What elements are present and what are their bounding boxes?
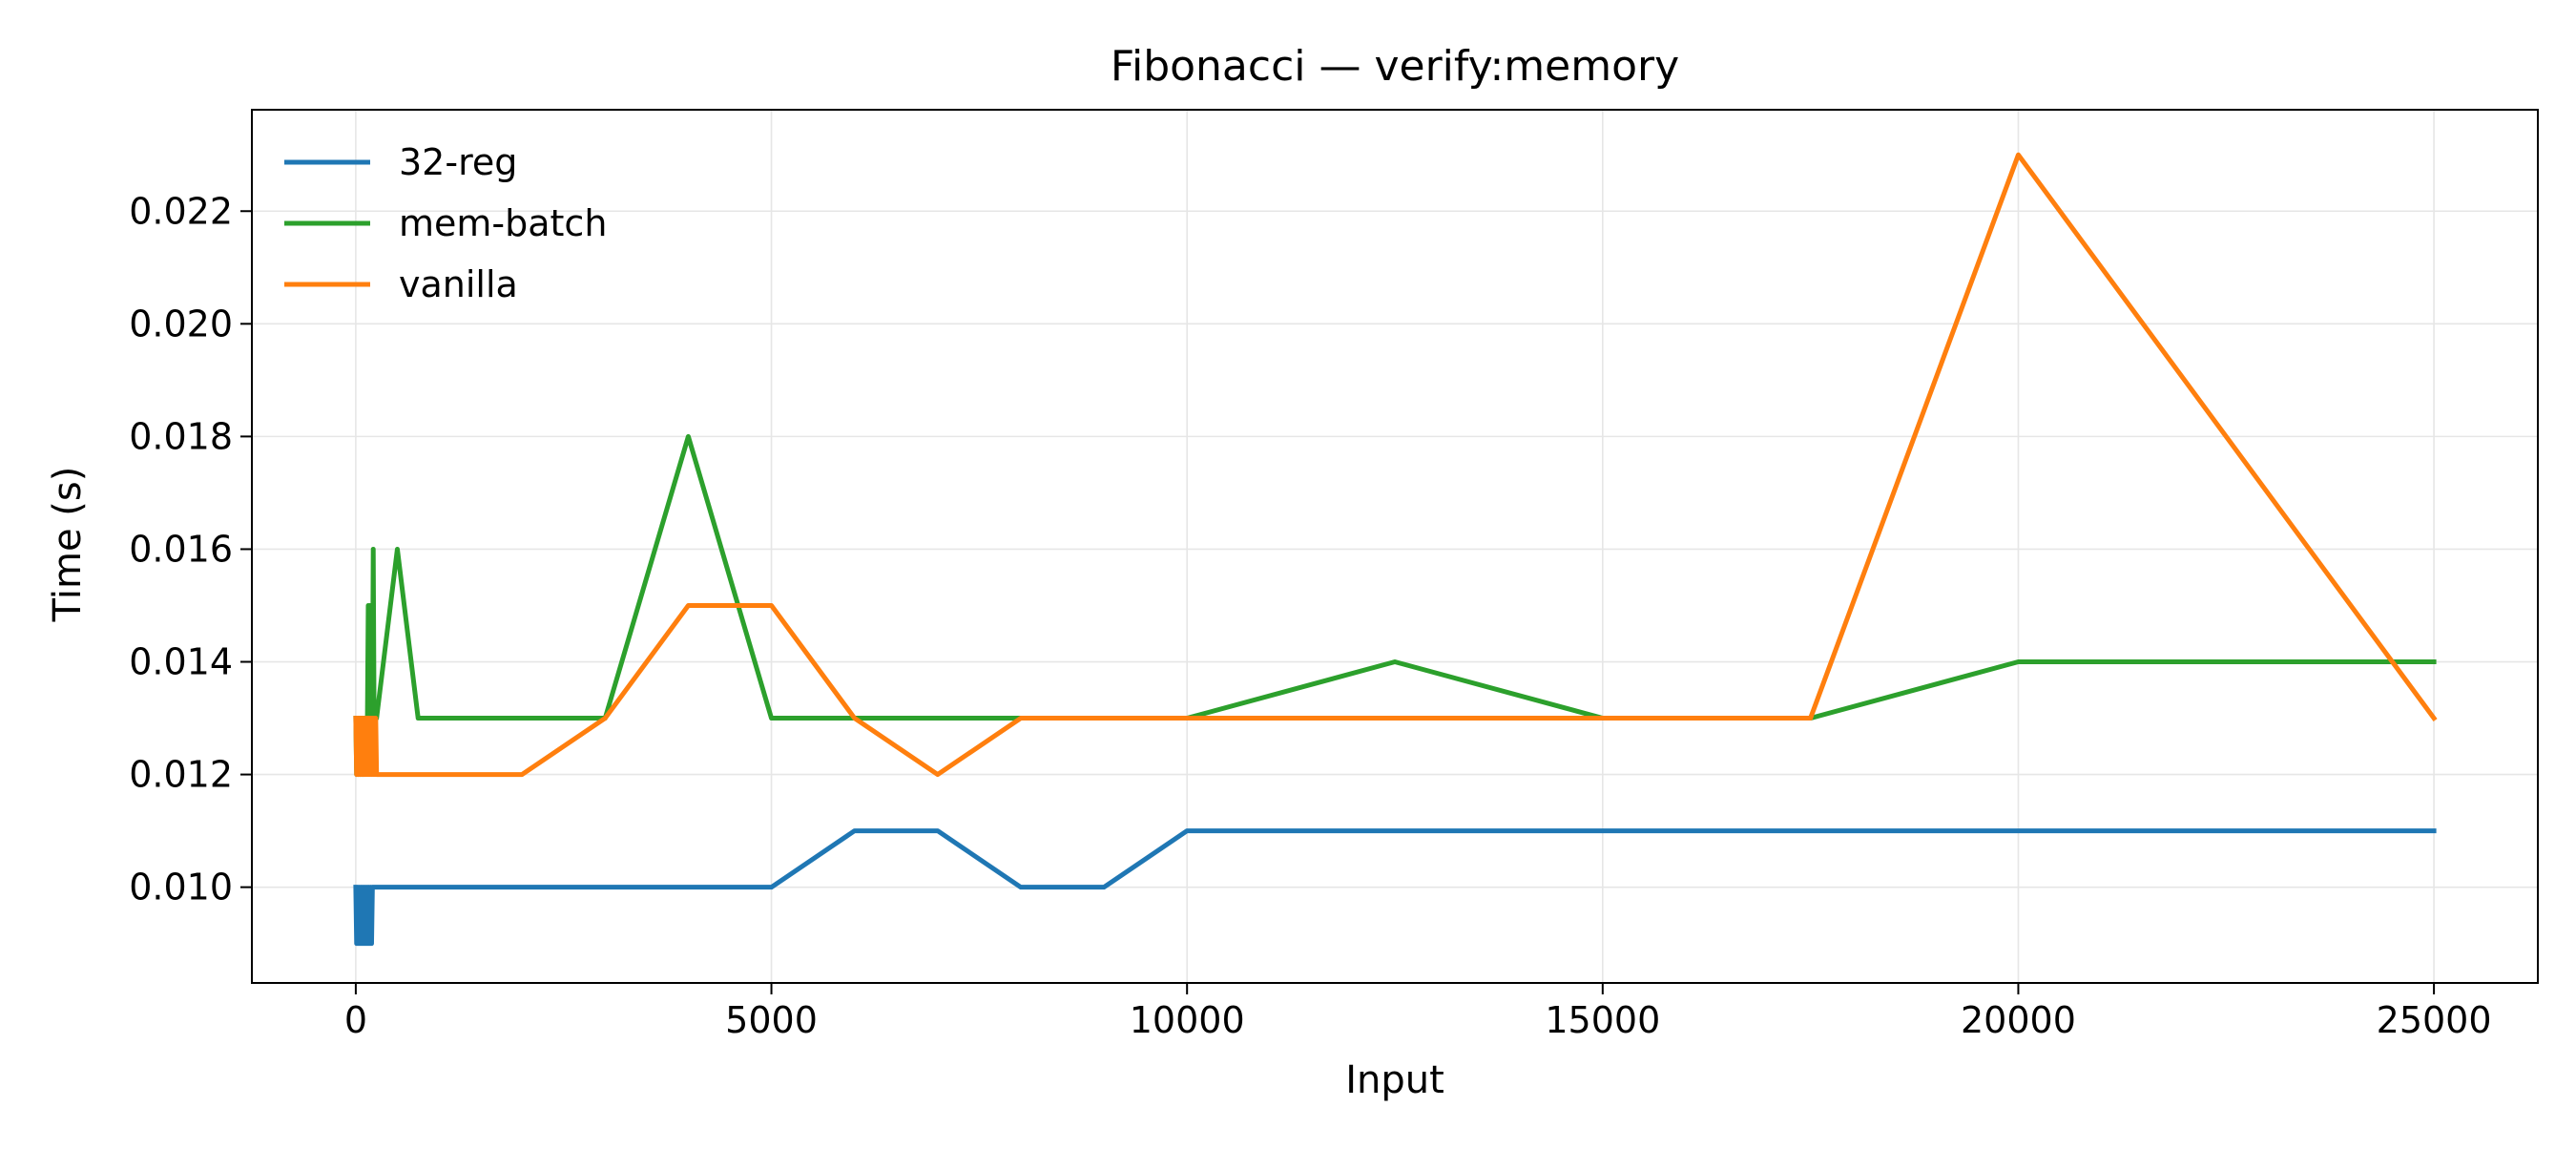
legend-label: 32-reg [399, 141, 517, 183]
x-tick-label: 25000 [2377, 999, 2492, 1041]
x-tick-label: 20000 [1961, 999, 2076, 1041]
legend: 32-reg mem-batch vanilla [284, 141, 607, 305]
y-tick-label: 0.010 [129, 867, 233, 909]
chart-title: Fibonacci — verify:memory [1111, 42, 1679, 91]
y-tick-label: 0.012 [129, 754, 233, 796]
series-line-32-reg [353, 828, 2437, 947]
x-axis-label: Input [1345, 1058, 1444, 1102]
y-tick-label: 0.018 [129, 415, 233, 457]
y-axis-label: Time (s) [46, 467, 90, 623]
x-tick-label: 15000 [1545, 999, 1660, 1041]
y-tick-label: 0.020 [129, 303, 233, 345]
x-tick-label: 10000 [1130, 999, 1245, 1041]
y-axis-ticks: 0.010 0.012 0.014 0.016 0.018 0.020 0.022 [129, 190, 252, 909]
legend-label: vanilla [399, 263, 518, 305]
x-axis-ticks: 0 5000 10000 15000 20000 25000 [344, 983, 2492, 1041]
y-tick-label: 0.014 [129, 641, 233, 683]
x-tick-label: 5000 [725, 999, 818, 1041]
series-line-vanilla [353, 152, 2438, 778]
plot-frame [251, 109, 2539, 984]
series-lines [353, 152, 2438, 947]
legend-label: mem-batch [399, 202, 607, 244]
y-tick-label: 0.016 [129, 528, 233, 570]
y-tick-label: 0.022 [129, 190, 233, 232]
x-tick-label: 0 [344, 999, 367, 1041]
